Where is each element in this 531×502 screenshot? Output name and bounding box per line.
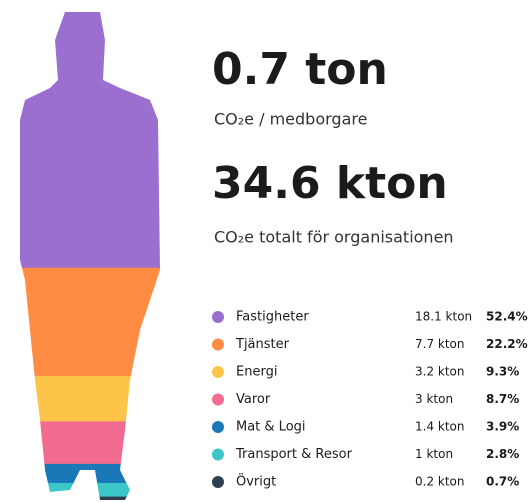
share-label: 2.8%: [486, 447, 519, 461]
legend-dot: [212, 476, 224, 488]
value-label: 1.4 kton: [415, 420, 465, 434]
band: [0, 483, 200, 497]
legend-dot: [212, 449, 224, 461]
value-label: 7.7 kton: [415, 337, 465, 351]
value-label: 18.1 kton: [415, 310, 472, 324]
band: [0, 421, 200, 464]
total-unit: CO₂e totalt för organisationen: [214, 228, 454, 247]
band: [0, 497, 200, 501]
band: [0, 464, 200, 484]
legend-label: Övrigt: [236, 473, 276, 490]
legend-dot: [212, 311, 224, 323]
legend-dot: [212, 339, 224, 351]
legend-label: Transport & Resor: [235, 447, 353, 462]
infographic: 0.7 ton CO₂e / medborgare 34.6 kton CO₂e…: [0, 0, 531, 502]
share-label: 22.2%: [486, 337, 528, 351]
legend-label: Fastigheter: [236, 310, 309, 325]
legend-dot: [212, 421, 224, 433]
per-citizen: 0.7 ton: [212, 44, 388, 95]
legend-label: Varor: [236, 392, 271, 407]
per-citizen-unit: CO₂e / medborgare: [214, 110, 367, 129]
value-label: 3.2 kton: [415, 365, 465, 379]
legend-label: Tjänster: [235, 337, 290, 352]
silhouette: [0, 12, 200, 501]
band: [0, 268, 200, 377]
legend-label: Energi: [236, 365, 277, 380]
value-label: 1 kton: [415, 447, 453, 461]
band: [0, 12, 200, 268]
value-label: 0.2 kton: [415, 475, 465, 489]
share-label: 0.7%: [486, 475, 519, 489]
page: {"chart_data": {"type": "pictogram", "pe…: [0, 0, 531, 502]
total: 34.6 kton: [212, 158, 448, 209]
legend-dot: [212, 366, 224, 378]
band: [0, 376, 200, 422]
share-label: 8.7%: [486, 392, 519, 406]
share-label: 3.9%: [486, 420, 519, 434]
share-label: 9.3%: [486, 365, 519, 379]
value-label: 3 kton: [415, 392, 453, 406]
legend-label: Mat & Logi: [236, 420, 306, 435]
share-label: 52.4%: [486, 310, 528, 324]
legend-dot: [212, 394, 224, 406]
